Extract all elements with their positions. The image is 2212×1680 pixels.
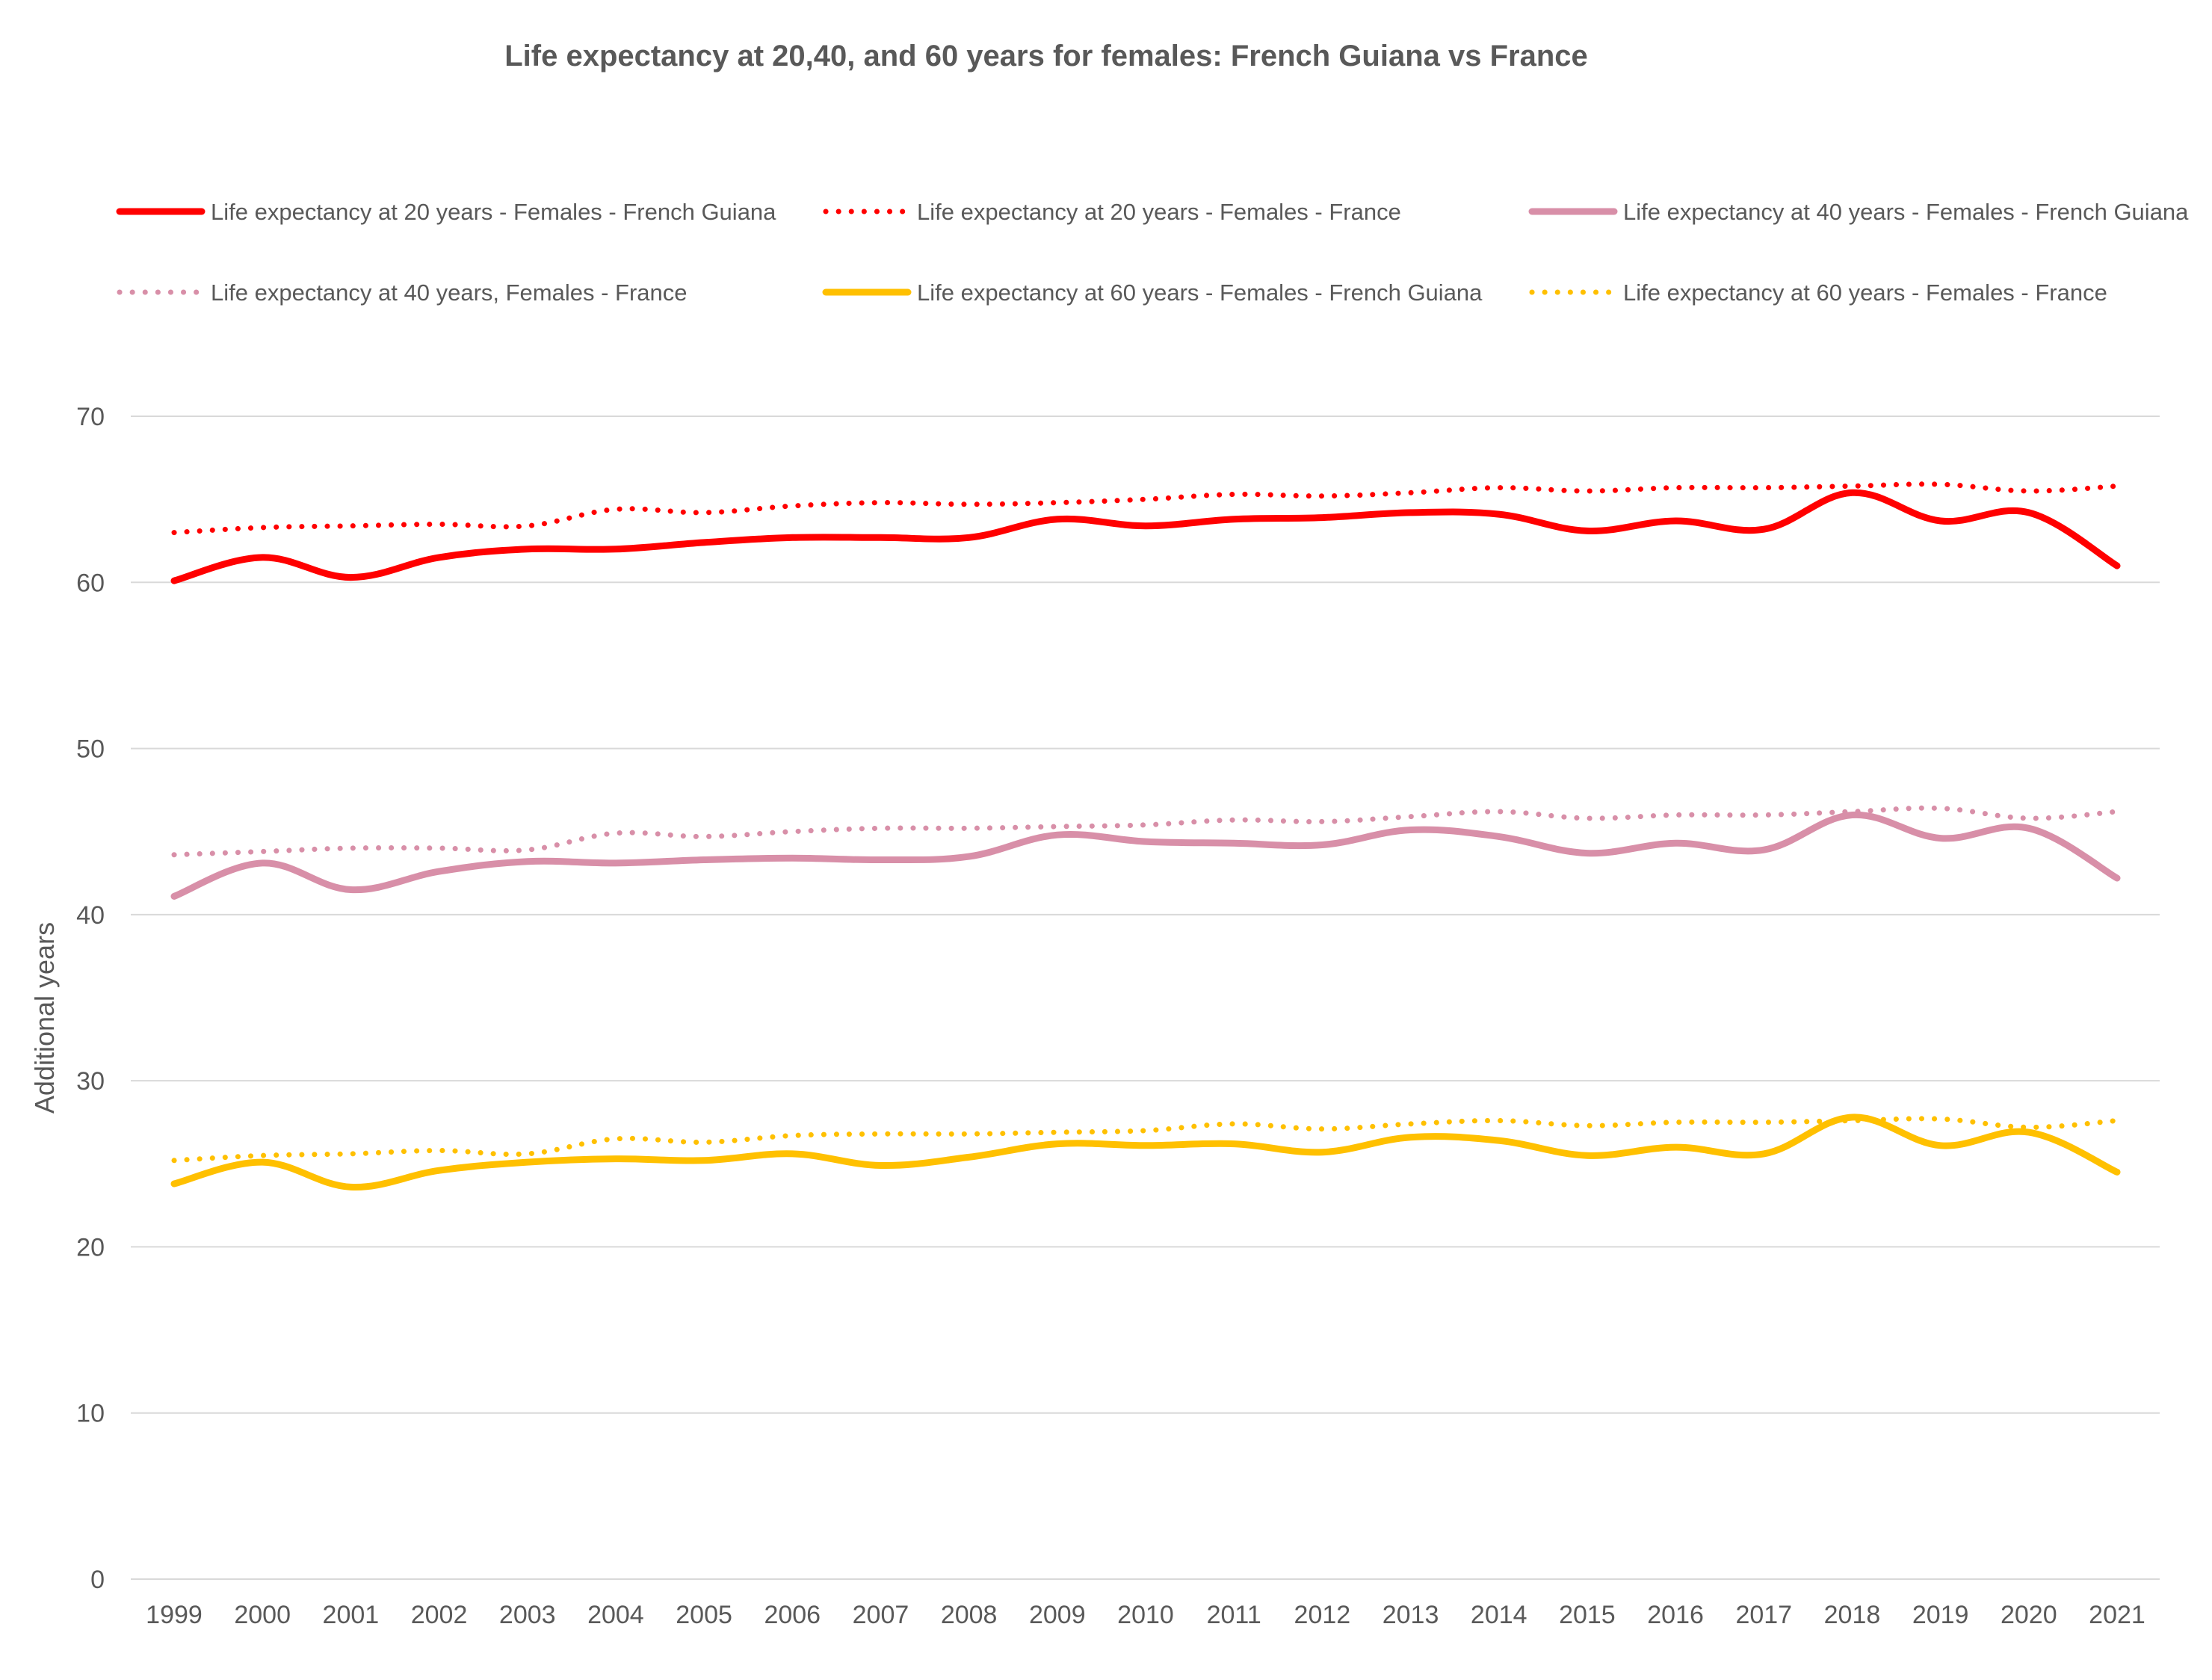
x-tick-label: 2007 <box>853 1601 909 1629</box>
y-tick-label: 60 <box>76 569 105 597</box>
x-tick-label: 2006 <box>764 1601 821 1629</box>
x-tick-label: 2005 <box>676 1601 732 1629</box>
chart-title: Life expectancy at 20,40, and 60 years f… <box>504 40 1588 72</box>
legend: Life expectancy at 20 years - Females - … <box>116 199 2189 306</box>
legend-label: Life expectancy at 60 years - Females - … <box>1623 280 2107 306</box>
x-tick-label: 1999 <box>146 1601 203 1629</box>
legend-entry-6: Life expectancy at 60 years - Females - … <box>1529 280 2107 306</box>
x-tick-label: 2018 <box>1824 1601 1881 1629</box>
y-axis-ticks: 0 10 20 30 40 50 60 70 <box>76 403 105 1594</box>
x-tick-label: 2019 <box>1912 1601 1969 1629</box>
y-tick-label: 10 <box>76 1400 105 1428</box>
x-tick-label: 2011 <box>1207 1601 1261 1629</box>
x-tick-label: 2015 <box>1559 1601 1616 1629</box>
x-tick-label: 2004 <box>587 1601 644 1629</box>
legend-entry-5: Life expectancy at 60 years - Females - … <box>822 280 1483 306</box>
y-axis-label: Additional years <box>29 922 60 1114</box>
x-tick-label: 2016 <box>1647 1601 1704 1629</box>
x-tick-label: 2010 <box>1117 1601 1174 1629</box>
y-tick-label: 30 <box>76 1067 105 1096</box>
y-tick-label: 40 <box>76 901 105 930</box>
x-tick-label: 2013 <box>1382 1601 1439 1629</box>
y-tick-label: 50 <box>76 735 105 764</box>
legend-entry-3: Life expectancy at 40 years - Females - … <box>1528 199 2189 225</box>
legend-label: Life expectancy at 40 years, Females - F… <box>211 280 688 306</box>
legend-entry-2: Life expectancy at 20 years - Females - … <box>823 199 1401 225</box>
x-tick-label: 2003 <box>499 1601 556 1629</box>
series-line-4 <box>171 805 2120 858</box>
series-lines <box>170 481 2121 1190</box>
x-tick-label: 2002 <box>411 1601 468 1629</box>
x-tick-label: 2009 <box>1029 1601 1086 1629</box>
series-line-6 <box>171 1116 2120 1164</box>
x-tick-label: 2012 <box>1294 1601 1351 1629</box>
x-axis-ticks: 1999 2000 2001 2002 2003 2004 2005 2006 2007 2008… <box>146 1601 2145 1629</box>
y-tick-label: 20 <box>76 1233 105 1261</box>
legend-label: Life expectancy at 60 years - Females - … <box>917 280 1483 306</box>
legend-label: Life expectancy at 20 years - Females - … <box>917 199 1401 225</box>
x-tick-label: 2021 <box>2089 1601 2145 1629</box>
x-tick-label: 2017 <box>1735 1601 1792 1629</box>
legend-entry-1: Life expectancy at 20 years - Females - … <box>116 199 776 225</box>
legend-label: Life expectancy at 20 years - Females - … <box>211 199 776 225</box>
y-tick-label: 70 <box>76 403 105 431</box>
series-line-3 <box>170 811 2121 900</box>
legend-entry-4: Life expectancy at 40 years, Females - F… <box>117 280 688 306</box>
x-tick-label: 2000 <box>234 1601 291 1629</box>
series-line-1 <box>170 489 2121 584</box>
legend-label: Life expectancy at 40 years - Females - … <box>1623 199 2189 225</box>
y-tick-label: 0 <box>90 1566 105 1594</box>
x-tick-label: 2008 <box>941 1601 998 1629</box>
x-tick-label: 2014 <box>1471 1601 1527 1629</box>
x-tick-label: 2020 <box>2001 1601 2057 1629</box>
x-tick-label: 2001 <box>323 1601 380 1629</box>
gridlines <box>131 416 2160 1580</box>
series-line-5 <box>170 1114 2121 1190</box>
